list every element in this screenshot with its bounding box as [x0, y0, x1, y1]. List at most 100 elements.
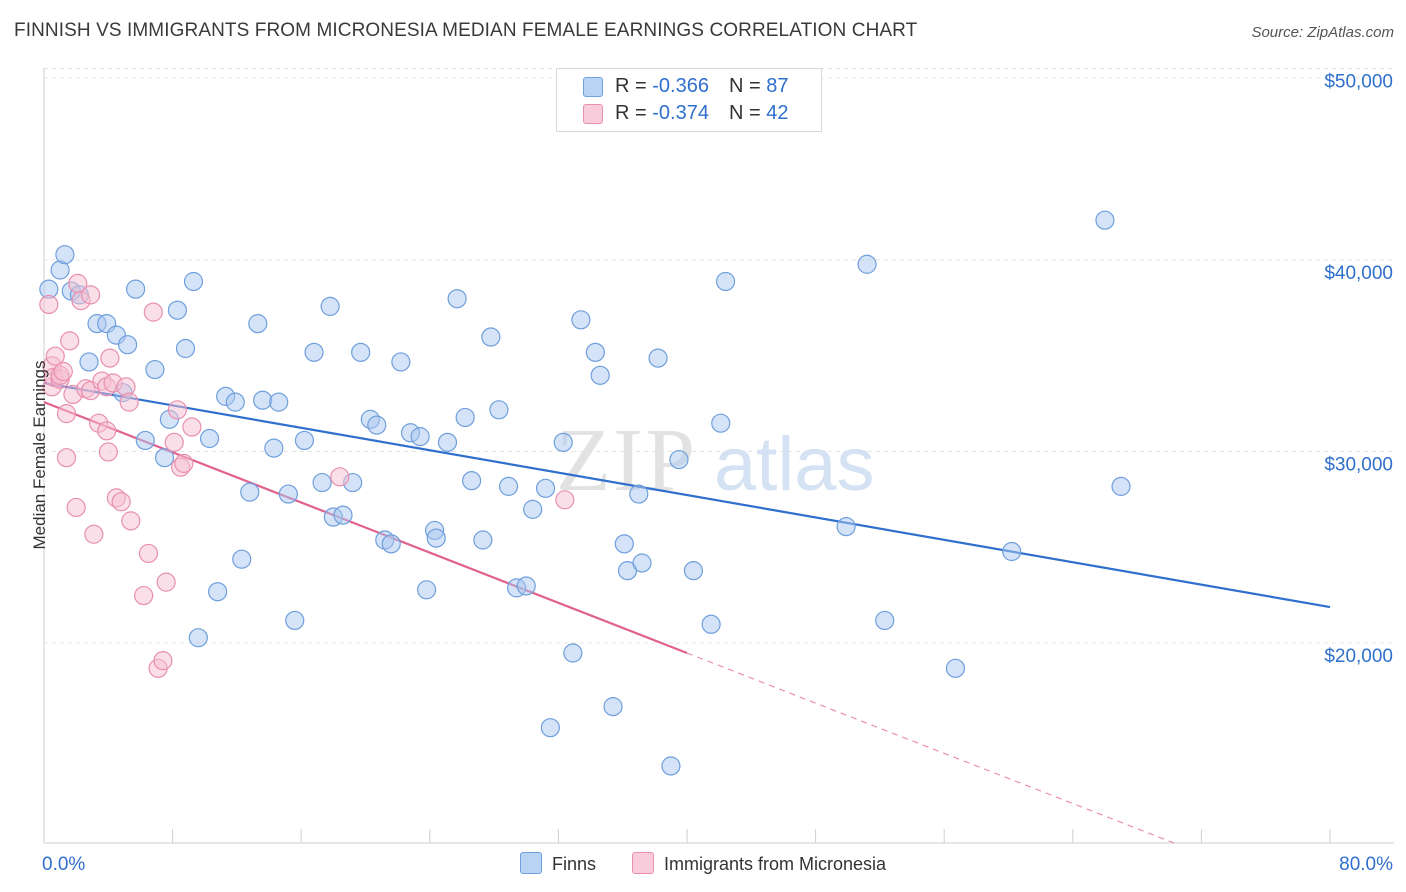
- finns-point: [304, 342, 324, 362]
- micronesia-point: [66, 497, 86, 518]
- micronesia-point: [167, 400, 188, 420]
- finns-point: [145, 359, 165, 380]
- finns-point: [498, 476, 519, 496]
- finns-point: [669, 449, 689, 470]
- finns-point: [253, 390, 273, 410]
- micronesia-point: [56, 404, 77, 424]
- finns-point: [55, 245, 75, 265]
- finns-point: [875, 610, 895, 631]
- micronesia-point: [119, 392, 139, 412]
- micronesia-point: [174, 453, 194, 474]
- finns-point: [117, 335, 138, 355]
- finns-point: [590, 365, 610, 385]
- finns-point: [294, 430, 315, 451]
- finns-point: [461, 471, 482, 491]
- finns-point: [320, 296, 340, 316]
- micronesia-point: [182, 417, 202, 437]
- r-label: R =: [615, 75, 653, 97]
- finns-point: [571, 310, 591, 330]
- finns-point: [585, 342, 605, 362]
- finns-trend-line: [43, 381, 1331, 609]
- finns-point: [278, 484, 298, 504]
- legend-text-finns: R = -0.366 N = 87: [615, 75, 788, 98]
- finns-point: [232, 549, 252, 569]
- finns-point: [312, 472, 332, 493]
- finns-point: [126, 279, 146, 299]
- y-axis-label: Median Female Earnings: [30, 360, 49, 550]
- finns-point: [473, 530, 493, 550]
- finns-point: [79, 352, 99, 372]
- micronesia-point: [98, 442, 118, 462]
- micronesia-point: [164, 432, 184, 452]
- r-value: -0.374: [652, 102, 709, 124]
- legend-text-micronesia: R = -0.374 N = 42: [615, 102, 788, 125]
- finns-swatch: [583, 77, 603, 97]
- finns-legend-label: Finns: [552, 854, 597, 874]
- watermark: ZIP atlas: [556, 411, 875, 510]
- finns-point: [183, 271, 204, 292]
- finns-point: [188, 628, 208, 648]
- micronesia-point: [56, 448, 77, 468]
- finns-point: [333, 505, 353, 525]
- micronesia-point: [143, 302, 163, 322]
- y-tick-label: $30,000: [1324, 455, 1393, 476]
- finns-point: [629, 484, 649, 504]
- micronesia-point: [39, 294, 59, 315]
- finns-point: [857, 254, 877, 274]
- finns-point: [264, 438, 284, 458]
- bottom-legend-micronesia: Immigrants from Micronesia: [632, 852, 886, 875]
- finns-point: [208, 582, 228, 602]
- watermark-atlas: atlas: [714, 422, 875, 507]
- finns-point: [154, 448, 175, 468]
- y-tick-label: $50,000: [1324, 72, 1393, 93]
- micronesia-point: [45, 346, 65, 366]
- finns-point: [540, 718, 560, 738]
- finns-point: [489, 400, 509, 420]
- finns-point: [535, 478, 556, 498]
- micronesia-point: [156, 572, 176, 592]
- n-value: 87: [766, 75, 789, 97]
- finns-point: [381, 534, 401, 554]
- n-label: N =: [728, 102, 767, 124]
- finns-point: [225, 392, 245, 412]
- finns-point: [481, 327, 501, 347]
- bottom-legend-finns: Finns: [520, 852, 596, 875]
- axes: [43, 68, 1394, 844]
- finns-point: [437, 432, 458, 452]
- finns-point: [1002, 541, 1022, 562]
- finns-legend-swatch: [520, 852, 542, 874]
- y-tick-label: $20,000: [1324, 646, 1393, 667]
- finns-point: [285, 610, 305, 631]
- finns-point: [603, 697, 623, 717]
- micronesia-point: [60, 331, 80, 351]
- r-value: -0.366: [652, 75, 709, 97]
- x-tick-label-max: 80.0%: [1339, 854, 1393, 875]
- finns-point: [367, 415, 387, 435]
- finns-point: [416, 580, 437, 600]
- micronesia-point: [153, 651, 173, 671]
- micronesia-point: [330, 467, 350, 487]
- finns-point: [553, 432, 573, 452]
- micronesia-legend-swatch: [632, 852, 654, 874]
- micronesia-point: [81, 285, 101, 305]
- finns-point: [135, 430, 155, 451]
- finns-point: [945, 658, 966, 678]
- micronesia-point: [84, 524, 104, 544]
- finns-point: [683, 561, 704, 581]
- micronesia-point: [111, 492, 131, 512]
- n-label: N =: [728, 75, 767, 97]
- finns-point: [240, 482, 260, 502]
- chart-title: FINNISH VS IMMIGRANTS FROM MICRONESIA ME…: [14, 20, 918, 41]
- finns-point: [199, 428, 220, 449]
- source-label: Source: ZipAtlas.com: [1251, 24, 1394, 41]
- micronesia-legend-label: Immigrants from Micronesia: [664, 854, 887, 874]
- finns-point: [175, 338, 196, 359]
- finns-point: [447, 289, 467, 309]
- finns-point: [455, 407, 475, 428]
- micronesia-trend-extension: [686, 652, 1175, 844]
- micronesia-point: [134, 585, 154, 606]
- finns-point: [632, 553, 652, 573]
- finns-point: [410, 427, 430, 447]
- finns-point: [711, 413, 731, 433]
